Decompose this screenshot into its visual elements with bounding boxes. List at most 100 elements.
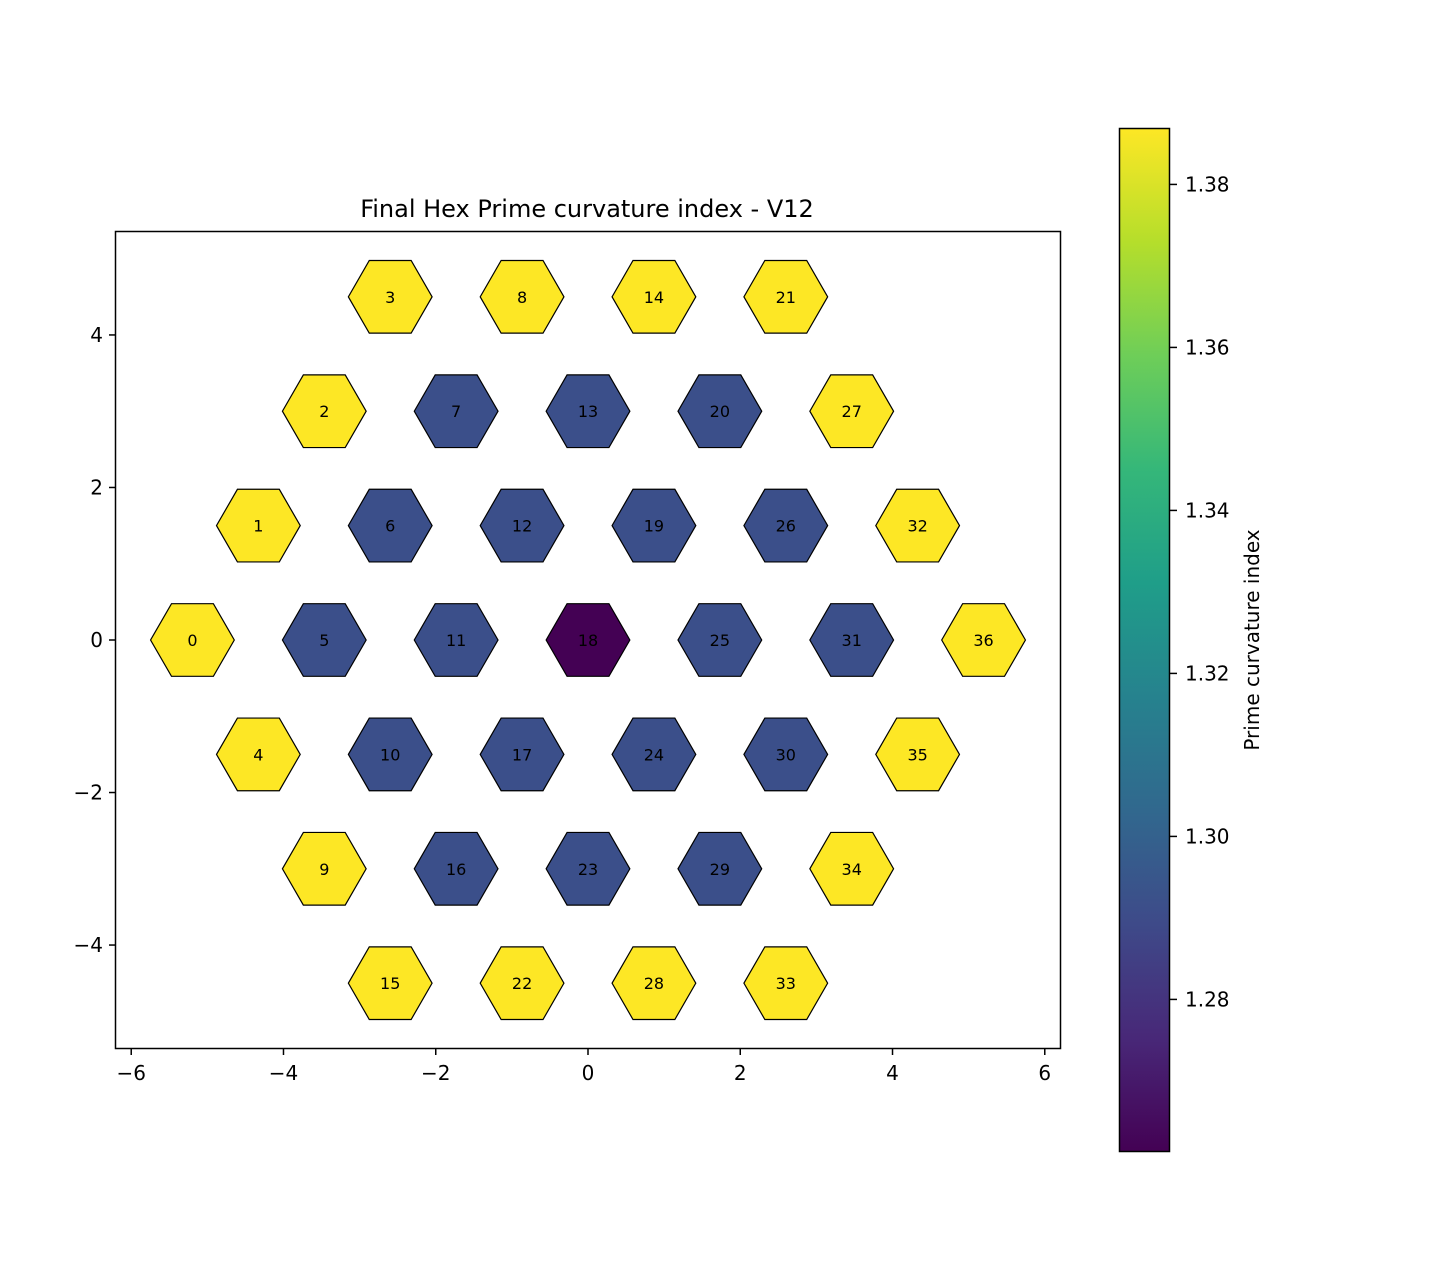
- hex-cell-33: [743, 946, 829, 1021]
- hex-cell-label: 3: [385, 288, 395, 307]
- hex-cell-10: [347, 717, 433, 792]
- hex-cell-21: [743, 259, 829, 334]
- hex-cell-label: 36: [973, 631, 993, 650]
- hex-cell-label: 11: [446, 631, 466, 650]
- hex-cell-label: 27: [842, 402, 862, 421]
- hex-cell-label: 2: [319, 402, 329, 421]
- hex-cell-label: 13: [578, 402, 598, 421]
- x-tick-label: −2: [421, 1061, 450, 1085]
- hex-cell-2: [281, 374, 367, 449]
- hex-cell-5: [281, 603, 367, 677]
- hex-cell-23: [545, 831, 631, 906]
- x-tick-label: −4: [269, 1061, 298, 1085]
- hex-cell-35: [875, 717, 961, 792]
- hex-cell-label: 16: [446, 860, 466, 879]
- y-tick-label: 2: [90, 475, 103, 499]
- hex-cell-11: [413, 603, 499, 677]
- y-axis: −4 −2 0 2 4: [74, 323, 116, 957]
- x-tick-label: 0: [582, 1061, 595, 1085]
- x-axis: −6 −4 −2 0 2 4 6: [116, 1048, 1051, 1085]
- hex-cell-24: [611, 717, 697, 792]
- y-tick-label: 4: [90, 323, 103, 347]
- y-tick-label: 0: [90, 628, 103, 652]
- hex-cell-label: 12: [512, 517, 532, 536]
- x-tick-label: 2: [734, 1061, 747, 1085]
- hex-cell-19: [611, 488, 697, 563]
- hex-cell-label: 15: [380, 974, 400, 993]
- hex-cell-label: 7: [451, 402, 461, 421]
- hex-cell-label: 0: [187, 631, 197, 650]
- hex-cell-30: [743, 717, 829, 792]
- hex-cell-label: 9: [319, 860, 329, 879]
- hex-cell-7: [413, 374, 499, 449]
- hex-cell-label: 21: [776, 288, 796, 307]
- hex-cell-label: 24: [644, 745, 664, 764]
- hex-cell-29: [677, 831, 763, 906]
- colorbar-axis: 1.28 1.30 1.32 1.34 1.36 1.38: [1170, 172, 1230, 1011]
- hex-cell-label: 5: [319, 631, 329, 650]
- x-tick-label: −6: [116, 1061, 145, 1085]
- hex-cell-22: [479, 946, 565, 1021]
- hex-cell-label: 28: [644, 974, 664, 993]
- colorbar: [1118, 127, 1171, 1153]
- hex-cell-13: [545, 374, 631, 449]
- hex-cell-label: 20: [710, 402, 730, 421]
- hex-cell-32: [875, 488, 961, 563]
- colorbar-tick-label: 1.28: [1185, 987, 1230, 1011]
- hex-cell-6: [347, 488, 433, 563]
- hex-cell-31: [809, 603, 895, 677]
- hex-cell-4: [215, 717, 301, 792]
- hex-cell-9: [281, 831, 367, 906]
- hex-cell-27: [809, 374, 895, 449]
- hex-cell-20: [677, 374, 763, 449]
- x-tick-label: 4: [886, 1061, 899, 1085]
- hex-cell-0: [149, 603, 235, 677]
- x-tick-label: 6: [1038, 1061, 1051, 1085]
- hex-cell-label: 1: [253, 517, 263, 536]
- colorbar-tick-label: 1.34: [1185, 498, 1230, 522]
- hex-cell-26: [743, 488, 829, 563]
- y-tick-label: −4: [74, 933, 103, 957]
- hex-cell-label: 25: [710, 631, 730, 650]
- colorbar-label: Prime curvature index: [1240, 529, 1264, 750]
- hex-cell-label: 22: [512, 974, 532, 993]
- hex-cell-1: [215, 488, 301, 563]
- hex-cell-17: [479, 717, 565, 792]
- hex-cell-34: [809, 831, 895, 906]
- colorbar-tick-label: 1.38: [1185, 172, 1230, 196]
- hex-cell-label: 29: [710, 860, 730, 879]
- hex-cell-label: 10: [380, 745, 400, 764]
- hex-cell-15: [347, 946, 433, 1021]
- hex-cells: 0123456789101112131415161718192021222324…: [149, 259, 1027, 1021]
- hex-cell-label: 34: [842, 860, 862, 879]
- hex-cell-label: 4: [253, 745, 263, 764]
- hex-cell-25: [677, 603, 763, 677]
- hex-cell-label: 26: [776, 517, 796, 536]
- hex-cell-label: 18: [578, 631, 598, 650]
- chart-title: Final Hex Prime curvature index - V12: [360, 195, 814, 223]
- hex-cell-label: 30: [776, 745, 796, 764]
- hex-cell-label: 14: [644, 288, 664, 307]
- hex-cell-label: 8: [517, 288, 527, 307]
- hex-cell-8: [479, 259, 565, 334]
- hex-cell-16: [413, 831, 499, 906]
- hex-cell-28: [611, 946, 697, 1021]
- colorbar-tick-label: 1.30: [1185, 824, 1230, 848]
- colorbar-tick-label: 1.32: [1185, 661, 1230, 685]
- hex-cell-label: 33: [776, 974, 796, 993]
- hex-cell-label: 17: [512, 745, 532, 764]
- y-tick-label: −2: [74, 781, 103, 805]
- hex-cell-label: 23: [578, 860, 598, 879]
- hex-cell-label: 31: [842, 631, 862, 650]
- hex-cell-14: [611, 259, 697, 334]
- hex-cell-36: [941, 603, 1027, 677]
- colorbar-tick-label: 1.36: [1185, 335, 1230, 359]
- hex-cell-3: [347, 259, 433, 334]
- hex-cell-label: 32: [907, 517, 927, 536]
- hex-cell-label: 35: [907, 745, 927, 764]
- hex-cell-18: [545, 603, 631, 677]
- hex-cell-label: 19: [644, 517, 664, 536]
- hex-cell-12: [479, 488, 565, 563]
- hex-cell-label: 6: [385, 517, 395, 536]
